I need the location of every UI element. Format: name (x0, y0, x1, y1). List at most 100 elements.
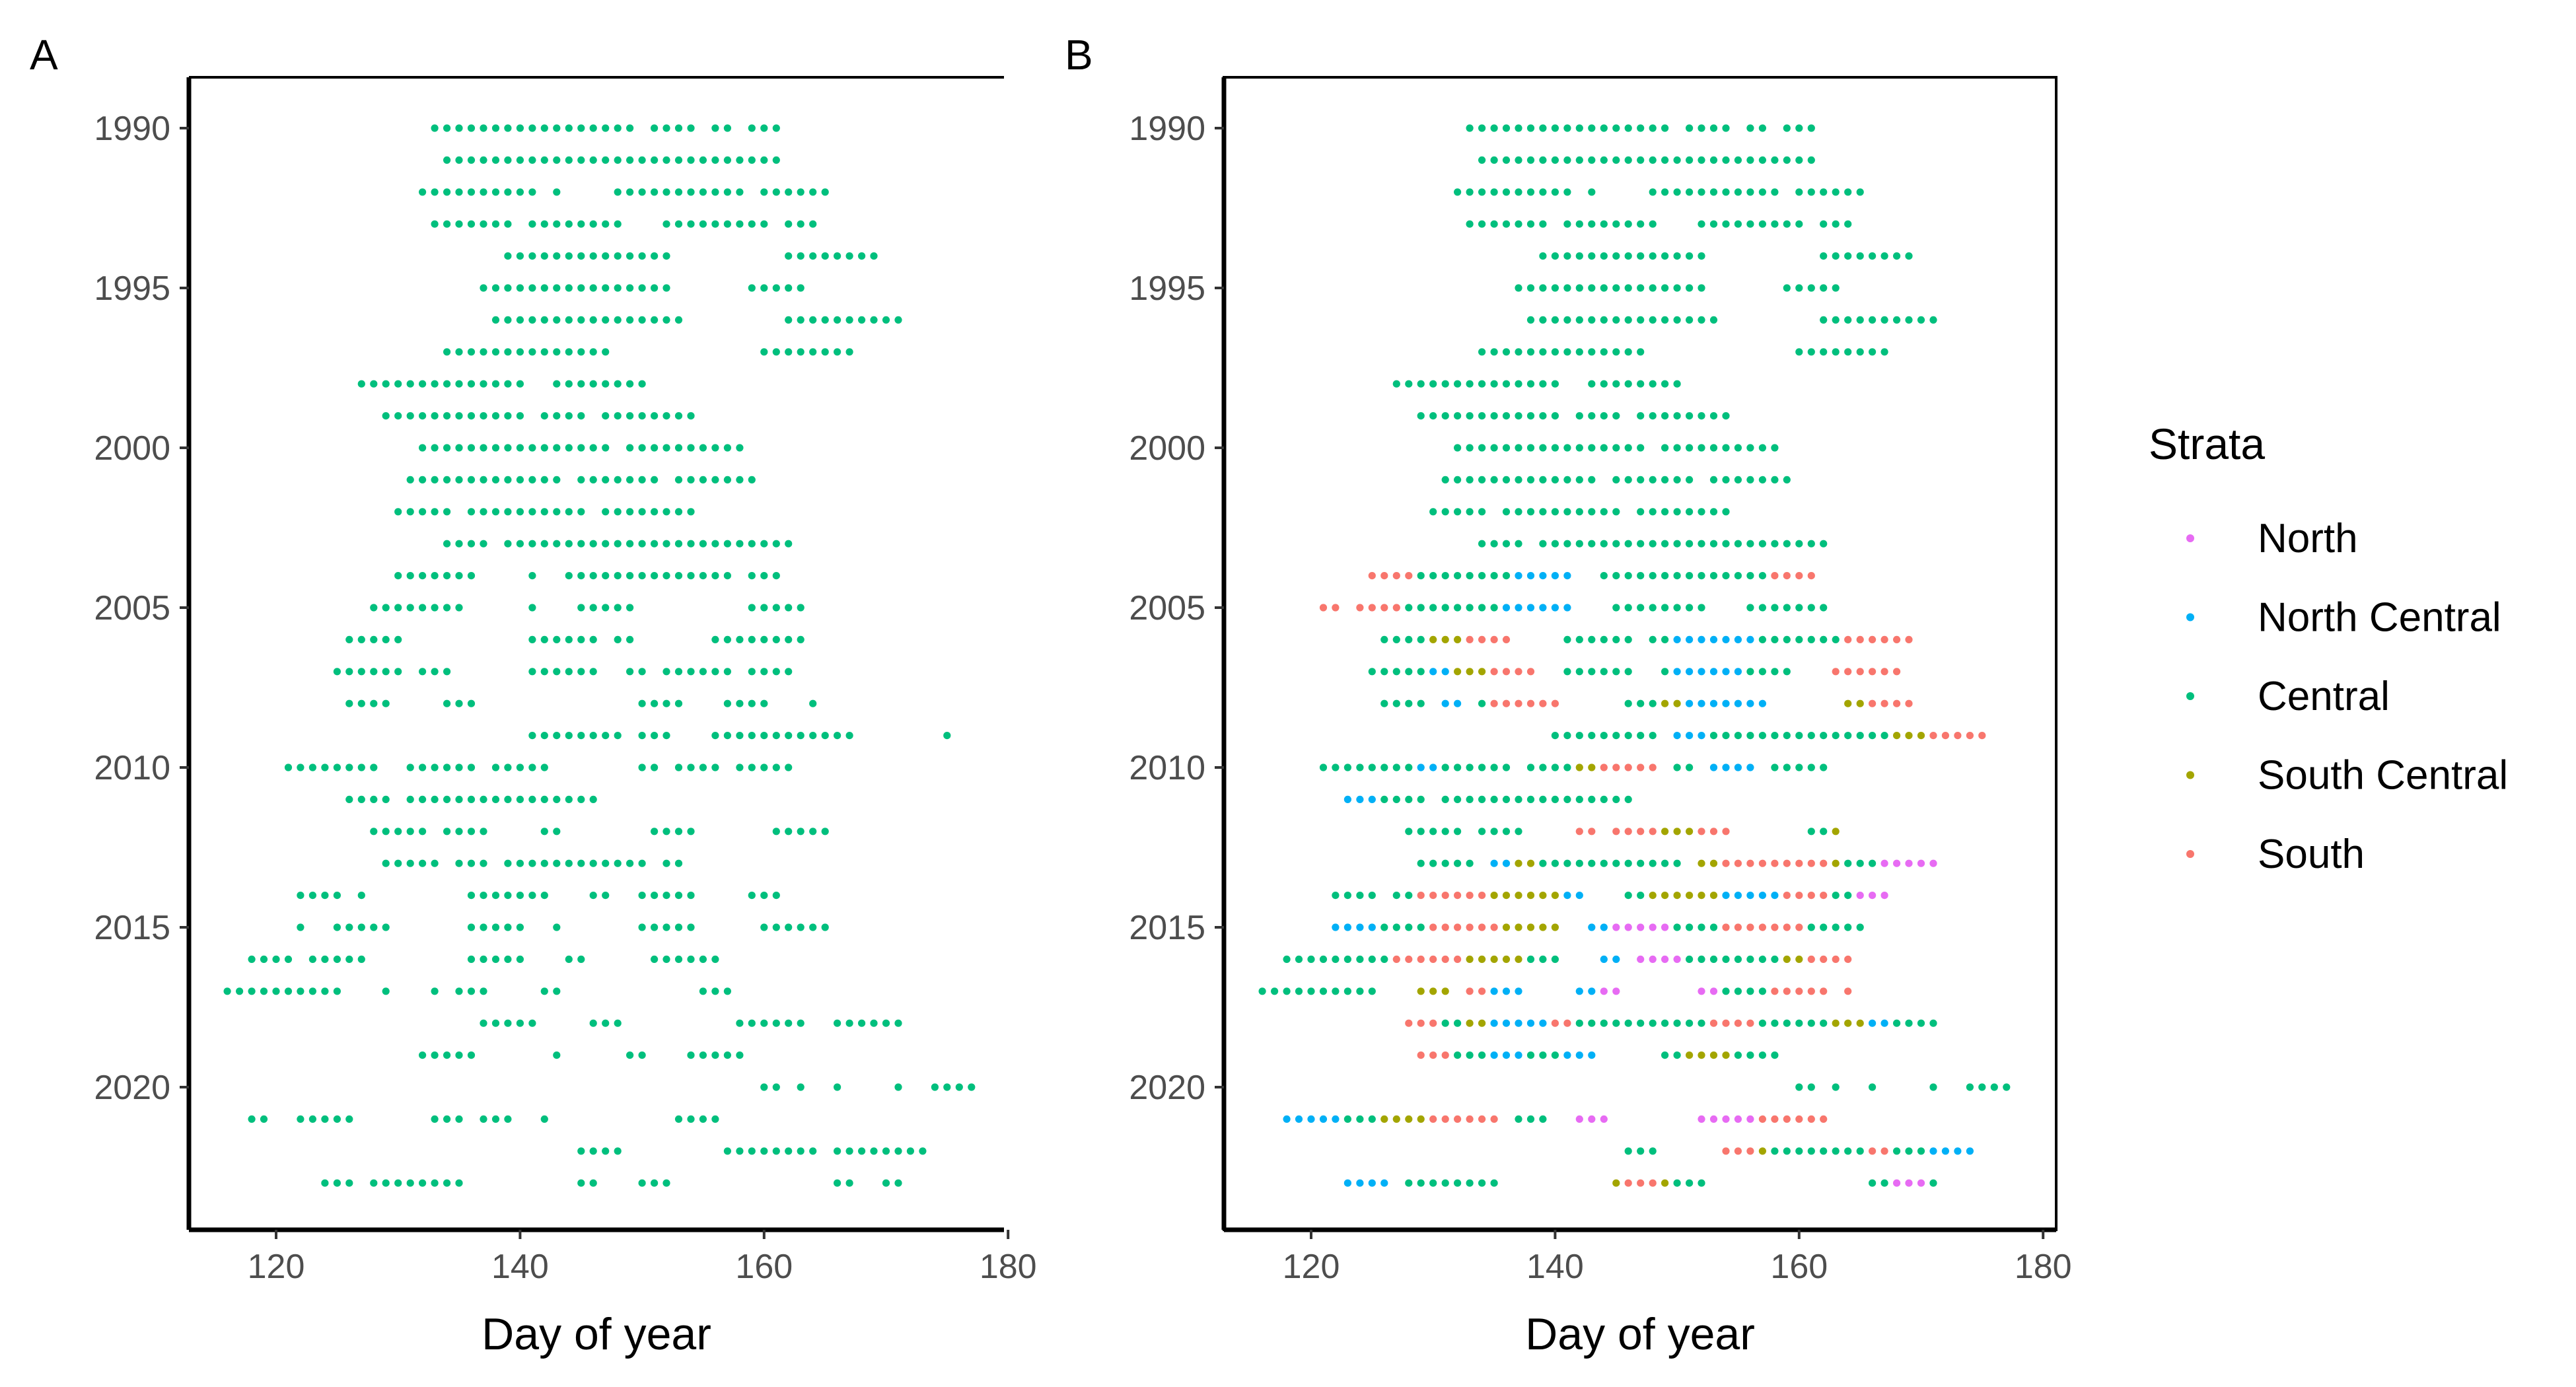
point-a-2007-154 (687, 668, 695, 676)
point-b-2011-134 (1478, 795, 1486, 803)
point-b-2000-155 (1734, 444, 1742, 452)
point-b-2017-125 (1368, 987, 1376, 995)
point-b-1990-134 (1478, 124, 1486, 132)
point-b-2014-154 (1722, 892, 1730, 900)
point-b-2006-133 (1466, 635, 1474, 644)
point-a-1994-147 (602, 252, 610, 260)
point-a-2007-143 (553, 668, 561, 676)
point-b-2004-160 (1795, 572, 1803, 580)
point-b-1991-136 (1502, 156, 1511, 164)
point-b-2013-129 (1417, 859, 1425, 867)
point-b-2010-144 (1600, 764, 1608, 771)
point-b-2005-150 (1673, 604, 1681, 612)
point-b-1997-145 (1612, 348, 1620, 356)
point-b-2004-158 (1771, 572, 1779, 580)
y-tick-label-b-1995: 1995 (1129, 269, 1205, 308)
point-a-1991-146 (589, 156, 597, 164)
point-a-2003-139 (504, 540, 512, 548)
point-a-2017-117 (236, 987, 244, 995)
point-b-2008-135 (1490, 699, 1498, 707)
point-a-2011-141 (528, 795, 536, 803)
point-b-2017-134 (1478, 987, 1486, 995)
point-a-1996-153 (674, 316, 683, 324)
point-b-1990-143 (1588, 124, 1596, 132)
point-a-2009-166 (834, 732, 841, 740)
point-a-2018-170 (882, 1019, 890, 1027)
point-a-2004-135 (455, 572, 463, 580)
point-b-2004-159 (1783, 572, 1791, 580)
point-b-1992-139 (1539, 188, 1547, 196)
point-b-1991-155 (1734, 156, 1742, 164)
point-a-2011-138 (491, 795, 500, 803)
point-b-1995-163 (1832, 284, 1840, 292)
point-b-2008-137 (1515, 699, 1522, 707)
point-a-1991-136 (467, 156, 476, 164)
point-b-2012-146 (1624, 828, 1632, 836)
point-b-2007-129 (1417, 668, 1425, 676)
point-a-2010-136 (467, 764, 476, 771)
point-a-1993-159 (748, 220, 756, 228)
point-a-2000-156 (711, 444, 719, 452)
point-a-2007-159 (748, 668, 756, 676)
point-b-1999-144 (1600, 412, 1608, 420)
point-b-2006-149 (1661, 635, 1669, 644)
point-b-2018-130 (1429, 1019, 1437, 1027)
point-a-1992-138 (491, 188, 500, 196)
point-b-2022-169 (1905, 1147, 1913, 1155)
point-a-2016-145 (577, 955, 585, 963)
point-b-2016-130 (1429, 955, 1437, 963)
point-b-1996-146 (1624, 316, 1632, 324)
point-a-2010-160 (760, 764, 768, 771)
point-a-1992-151 (651, 188, 659, 196)
point-b-2005-156 (1746, 604, 1754, 612)
point-a-1995-162 (785, 284, 793, 292)
point-a-1997-161 (772, 348, 780, 356)
point-a-1995-160 (760, 284, 768, 292)
point-a-2012-143 (553, 828, 561, 836)
point-b-1996-144 (1600, 316, 1608, 324)
point-a-2014-124 (321, 892, 329, 900)
point-a-2000-151 (651, 444, 659, 452)
point-a-1994-144 (565, 252, 573, 260)
point-a-2010-158 (736, 764, 744, 771)
point-b-1996-142 (1575, 316, 1583, 324)
point-a-1993-135 (455, 220, 463, 228)
point-a-2006-128 (370, 635, 378, 644)
point-b-2009-165 (1856, 732, 1864, 740)
point-a-2012-151 (651, 828, 659, 836)
point-b-2006-167 (1880, 635, 1888, 644)
point-b-2001-157 (1758, 476, 1766, 484)
point-b-1990-152 (1698, 124, 1705, 132)
point-b-2018-169 (1905, 1019, 1913, 1027)
point-b-2015-163 (1832, 923, 1840, 931)
point-b-2009-155 (1734, 732, 1742, 740)
point-b-2016-160 (1795, 955, 1803, 963)
point-a-2000-141 (528, 444, 536, 452)
point-a-1993-152 (662, 220, 670, 228)
point-b-2023-147 (1637, 1179, 1645, 1187)
point-b-2020-163 (1832, 1083, 1840, 1091)
point-b-1994-167 (1880, 252, 1888, 260)
point-a-2000-137 (480, 444, 487, 452)
point-a-2002-153 (674, 508, 683, 516)
point-a-1999-135 (455, 412, 463, 420)
point-a-2004-156 (711, 572, 719, 580)
point-b-2007-135 (1490, 668, 1498, 676)
point-b-2018-166 (1869, 1019, 1877, 1027)
point-b-2007-167 (1880, 668, 1888, 676)
point-a-2008-159 (748, 699, 756, 707)
point-a-1992-156 (711, 188, 719, 196)
point-a-1998-143 (553, 380, 561, 388)
point-a-2002-145 (577, 508, 585, 516)
point-b-2008-155 (1734, 699, 1742, 707)
point-b-2007-143 (1588, 668, 1596, 676)
point-b-2002-138 (1526, 508, 1535, 516)
point-b-1992-161 (1807, 188, 1815, 196)
point-b-1998-131 (1441, 380, 1449, 388)
point-b-2011-139 (1539, 795, 1547, 803)
point-a-2001-155 (699, 476, 707, 484)
point-b-2011-142 (1575, 795, 1583, 803)
point-b-1999-130 (1429, 412, 1437, 420)
point-b-1994-141 (1563, 252, 1571, 260)
point-b-2007-133 (1466, 668, 1474, 676)
